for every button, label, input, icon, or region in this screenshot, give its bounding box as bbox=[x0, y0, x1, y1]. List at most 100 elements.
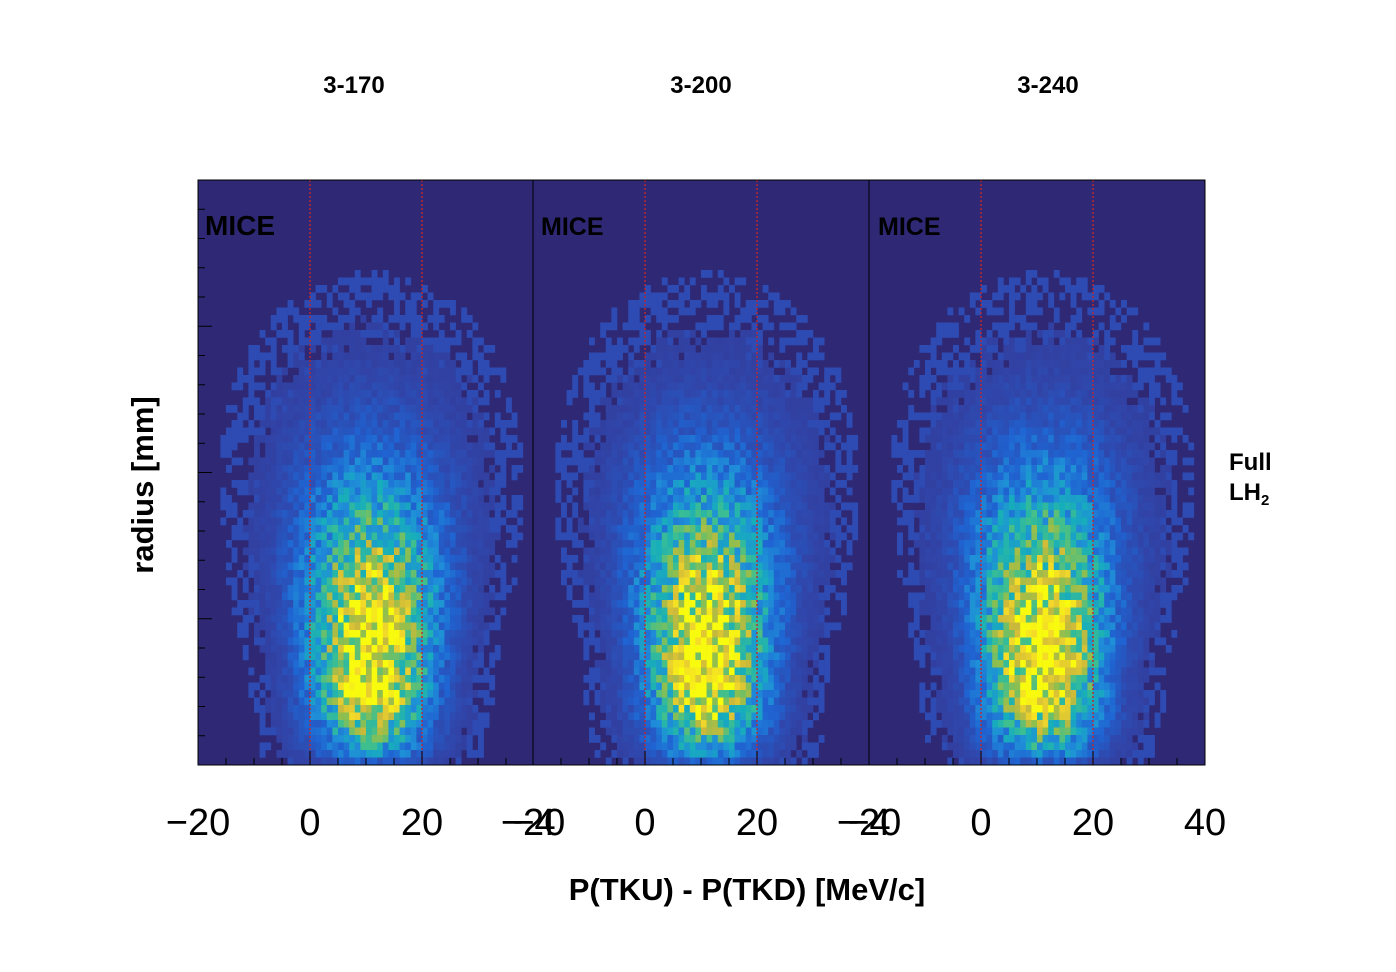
heatmap-cell bbox=[500, 367, 507, 376]
heatmap-cell bbox=[757, 390, 763, 398]
heatmap-cell bbox=[455, 412, 462, 421]
heatmap-cell bbox=[757, 337, 763, 346]
heatmap-cell bbox=[332, 742, 339, 751]
heatmap-cell bbox=[332, 465, 339, 473]
heatmap-cell bbox=[645, 682, 651, 691]
heatmap-cell bbox=[388, 390, 395, 398]
heatmap-cell bbox=[450, 697, 456, 706]
heatmap-cell bbox=[779, 727, 786, 736]
heatmap-cell bbox=[489, 592, 496, 601]
heatmap-cell bbox=[478, 630, 484, 638]
heatmap-cell bbox=[332, 480, 339, 488]
heatmap-cell bbox=[405, 675, 412, 683]
heatmap-cell bbox=[483, 532, 490, 541]
heatmap-cell bbox=[583, 375, 590, 383]
heatmap-cell bbox=[366, 510, 372, 518]
heatmap-cell bbox=[349, 390, 356, 398]
heatmap-cell bbox=[338, 757, 344, 766]
heatmap-cell bbox=[304, 450, 311, 458]
heatmap-cell bbox=[611, 660, 618, 668]
heatmap-cell bbox=[377, 390, 384, 398]
heatmap-cell bbox=[796, 337, 803, 346]
heatmap-cell bbox=[377, 592, 384, 601]
heatmap-cell bbox=[773, 382, 780, 391]
heatmap-cell bbox=[633, 720, 640, 728]
heatmap-cell bbox=[444, 405, 451, 413]
heatmap-cell bbox=[740, 562, 747, 571]
heatmap-cell bbox=[628, 682, 635, 691]
heatmap-cell bbox=[790, 442, 797, 451]
heatmap-cell bbox=[622, 442, 629, 451]
heatmap-cell bbox=[450, 607, 456, 616]
heatmap-cell bbox=[650, 352, 657, 361]
heatmap-cell bbox=[650, 382, 657, 391]
heatmap-cell bbox=[611, 427, 618, 436]
heatmap-cell bbox=[661, 390, 668, 398]
heatmap-cell bbox=[438, 352, 445, 361]
heatmap-cell bbox=[276, 577, 283, 586]
heatmap-cell bbox=[326, 457, 333, 466]
heatmap-cell bbox=[242, 585, 249, 593]
heatmap-cell bbox=[304, 412, 311, 421]
heatmap-cell bbox=[282, 405, 288, 413]
heatmap-cell bbox=[561, 555, 567, 563]
heatmap-cell bbox=[611, 480, 618, 488]
heatmap-cell bbox=[594, 487, 601, 496]
heatmap-cell bbox=[684, 667, 691, 676]
heatmap-cell bbox=[762, 585, 769, 593]
heatmap-cell bbox=[405, 457, 412, 466]
heatmap-cell bbox=[689, 585, 696, 593]
heatmap-cell bbox=[394, 697, 400, 706]
heatmap-cell bbox=[734, 712, 741, 721]
heatmap-cell bbox=[377, 637, 384, 646]
heatmap-cell bbox=[745, 577, 752, 586]
heatmap-cell bbox=[734, 367, 741, 376]
heatmap-cell bbox=[270, 690, 277, 698]
heatmap-cell bbox=[321, 390, 328, 398]
heatmap-cell bbox=[701, 322, 707, 331]
heatmap-cell bbox=[338, 367, 344, 376]
heatmap-cell bbox=[684, 330, 691, 338]
heatmap-cell bbox=[734, 352, 741, 361]
heatmap-cell bbox=[270, 585, 277, 593]
heatmap-cell bbox=[740, 307, 747, 316]
heatmap-cell bbox=[366, 412, 372, 421]
heatmap-cell bbox=[628, 442, 635, 451]
heatmap-cell bbox=[405, 652, 412, 661]
heatmap-cell bbox=[622, 570, 629, 578]
heatmap-cell bbox=[270, 607, 277, 616]
heatmap-cell bbox=[639, 420, 646, 428]
heatmap-cell bbox=[354, 532, 361, 541]
heatmap-cell bbox=[628, 397, 635, 406]
heatmap-cell bbox=[349, 547, 356, 556]
heatmap-cell bbox=[661, 307, 668, 316]
heatmap-cell bbox=[517, 442, 524, 451]
heatmap-cell bbox=[293, 712, 300, 721]
heatmap-cell bbox=[611, 495, 618, 503]
heatmap-cell bbox=[801, 495, 808, 503]
heatmap-cell bbox=[366, 712, 372, 721]
heatmap-cell bbox=[656, 315, 663, 323]
heatmap-cell bbox=[656, 637, 663, 646]
heatmap-cell bbox=[405, 337, 412, 346]
heatmap-cell bbox=[689, 330, 696, 338]
heatmap-cell bbox=[740, 382, 747, 391]
heatmap-cell bbox=[377, 720, 384, 728]
heatmap-cell bbox=[310, 337, 316, 346]
heatmap-cell bbox=[712, 472, 719, 481]
heatmap-cell bbox=[466, 375, 473, 383]
heatmap-cell bbox=[326, 660, 333, 668]
heatmap-cell bbox=[723, 637, 730, 646]
heatmap-cell bbox=[717, 682, 724, 691]
heatmap-cell bbox=[410, 637, 417, 646]
heatmap-cell bbox=[762, 547, 769, 556]
heatmap-cell bbox=[678, 337, 685, 346]
heatmap-cell bbox=[472, 465, 479, 473]
heatmap-cell bbox=[734, 667, 741, 676]
heatmap-cell bbox=[265, 562, 272, 571]
heatmap-cell bbox=[751, 517, 758, 526]
heatmap-cell bbox=[298, 352, 305, 361]
heatmap-cell bbox=[315, 637, 322, 646]
heatmap-cell bbox=[729, 375, 735, 383]
heatmap-cell bbox=[628, 645, 635, 653]
